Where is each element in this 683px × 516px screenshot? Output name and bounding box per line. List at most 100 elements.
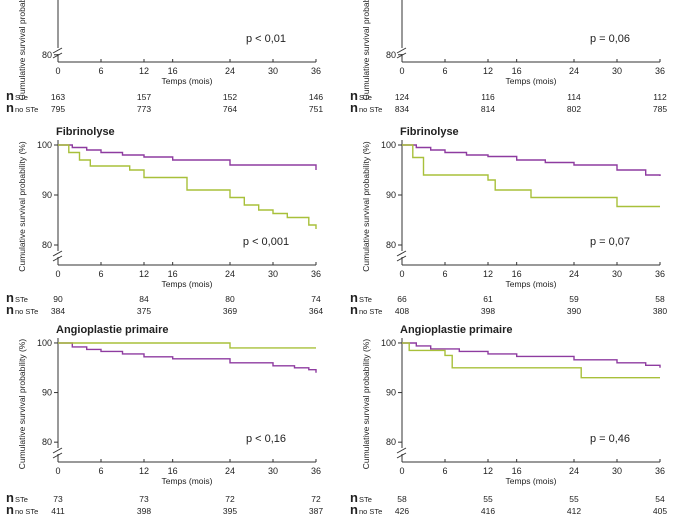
survival-curve-ste xyxy=(402,144,660,208)
n-label: n xyxy=(350,502,358,516)
at-risk-count: 814 xyxy=(481,104,495,114)
n-group-label: STe xyxy=(15,295,28,304)
panel-title: Fibrinolyse xyxy=(400,126,459,138)
at-risk-count: 773 xyxy=(137,104,151,114)
x-axis-label: Temps (mois) xyxy=(161,279,212,289)
at-risk-count: 72 xyxy=(225,494,235,504)
at-risk-count: 116 xyxy=(481,92,495,102)
p-value: p = 0,07 xyxy=(590,236,630,248)
x-tick-label: 0 xyxy=(55,66,60,76)
x-tick-label: 6 xyxy=(442,269,447,279)
x-tick-label: 24 xyxy=(225,66,235,76)
x-tick-label: 16 xyxy=(512,66,522,76)
p-value: p < 0,001 xyxy=(243,236,289,248)
at-risk-count: 74 xyxy=(311,294,321,304)
panel-title: Angioplastie primaire xyxy=(56,324,168,336)
y-tick-label: 90 xyxy=(42,388,52,398)
p-value: p = 0,46 xyxy=(590,433,630,445)
axis-break-mark xyxy=(396,47,407,54)
x-tick-label: 30 xyxy=(268,66,278,76)
n-label: n xyxy=(350,490,358,505)
at-risk-count: 55 xyxy=(483,494,493,504)
x-tick-label: 16 xyxy=(168,269,178,279)
x-tick-label: 36 xyxy=(655,66,665,76)
x-tick-label: 36 xyxy=(655,466,665,476)
at-risk-count: 112 xyxy=(653,92,667,102)
y-axis-label: Cumulative survival probability (%) xyxy=(17,0,27,100)
n-group-label: STe xyxy=(15,495,28,504)
survival-curve-ste xyxy=(402,342,660,379)
axis-break-mark xyxy=(52,52,63,59)
at-risk-count: 834 xyxy=(395,104,409,114)
y-tick-label: 90 xyxy=(386,388,396,398)
axis-break-mark xyxy=(396,447,407,454)
at-risk-count: 408 xyxy=(395,306,409,316)
at-risk-count: 72 xyxy=(311,494,321,504)
x-tick-label: 6 xyxy=(98,466,103,476)
axis-break-mark xyxy=(52,250,63,257)
y-tick-label: 100 xyxy=(37,338,52,348)
x-tick-label: 30 xyxy=(612,466,622,476)
at-risk-count: 751 xyxy=(309,104,323,114)
at-risk-count: 73 xyxy=(139,494,149,504)
x-tick-label: 24 xyxy=(569,66,579,76)
at-risk-count: 55 xyxy=(569,494,579,504)
n-group-label: no STe xyxy=(359,105,382,114)
at-risk-count: 146 xyxy=(309,92,323,102)
axis-break-mark xyxy=(396,52,407,59)
at-risk-count: 405 xyxy=(653,506,667,516)
n-label: n xyxy=(6,490,14,505)
axis-break-mark xyxy=(52,447,63,454)
x-tick-label: 36 xyxy=(311,66,321,76)
panel-title: Angioplastie primaire xyxy=(400,324,512,336)
axis-break-mark xyxy=(396,255,407,262)
x-tick-label: 16 xyxy=(512,466,522,476)
x-tick-label: 12 xyxy=(483,66,493,76)
survival-curve-ste xyxy=(58,342,316,349)
n-label: n xyxy=(6,502,14,516)
n-group-label: no STe xyxy=(15,105,38,114)
y-axis-label: Cumulative survival probability (%) xyxy=(361,339,371,470)
n-group-label: no STe xyxy=(15,307,38,316)
y-tick-label: 90 xyxy=(386,190,396,200)
y-axis-label: Cumulative survival probability (%) xyxy=(17,141,27,272)
n-label: n xyxy=(6,100,14,115)
at-risk-count: 58 xyxy=(397,494,407,504)
at-risk-count: 395 xyxy=(223,506,237,516)
at-risk-count: 398 xyxy=(137,506,151,516)
survival-curve-no-ste xyxy=(402,342,661,368)
at-risk-count: 114 xyxy=(567,92,581,102)
at-risk-count: 426 xyxy=(395,506,409,516)
at-risk-count: 369 xyxy=(223,306,237,316)
x-tick-label: 6 xyxy=(98,66,103,76)
axis-break-mark xyxy=(396,250,407,257)
n-label: n xyxy=(350,100,358,115)
x-tick-label: 0 xyxy=(399,466,404,476)
axis-break-mark xyxy=(52,47,63,54)
at-risk-count: 398 xyxy=(481,306,495,316)
at-risk-count: 73 xyxy=(53,494,63,504)
at-risk-count: 84 xyxy=(139,294,149,304)
km-panel-5: Angioplastie primaire 100 90 80 0 6 12 16 24 30 36… xyxy=(350,324,667,516)
x-tick-label: 12 xyxy=(139,466,149,476)
n-group-label: STe xyxy=(15,93,28,102)
km-panel-0: 800 6 12 16 24 30 36 Temps (mois) Cumulative sur… xyxy=(6,0,323,115)
x-tick-label: 12 xyxy=(483,269,493,279)
y-tick-label: 80 xyxy=(386,437,396,447)
x-tick-label: 0 xyxy=(399,66,404,76)
n-group-label: no STe xyxy=(359,307,382,316)
n-group-label: STe xyxy=(359,495,372,504)
p-value: p < 0,16 xyxy=(246,433,286,445)
x-tick-label: 24 xyxy=(225,466,235,476)
at-risk-count: 90 xyxy=(53,294,63,304)
at-risk-count: 59 xyxy=(569,294,579,304)
p-value: p < 0,01 xyxy=(246,33,286,45)
km-panel-2: Fibrinolyse 100 90 80 0 6 12 16 24 30 36 Temps (moi… xyxy=(6,126,323,317)
km-panel-3: Fibrinolyse 100 90 80 0 6 12 16 24 30 36 Temps (moi… xyxy=(350,126,667,317)
axis-break-mark xyxy=(52,255,63,262)
y-axis-label: Cumulative survival probability (%) xyxy=(361,0,371,100)
km-panel-1: 800 6 12 16 24 30 36 Temps (mois) Cumulative sur… xyxy=(350,0,667,115)
axis-break-mark xyxy=(52,452,63,459)
n-group-label: no STe xyxy=(15,507,38,516)
